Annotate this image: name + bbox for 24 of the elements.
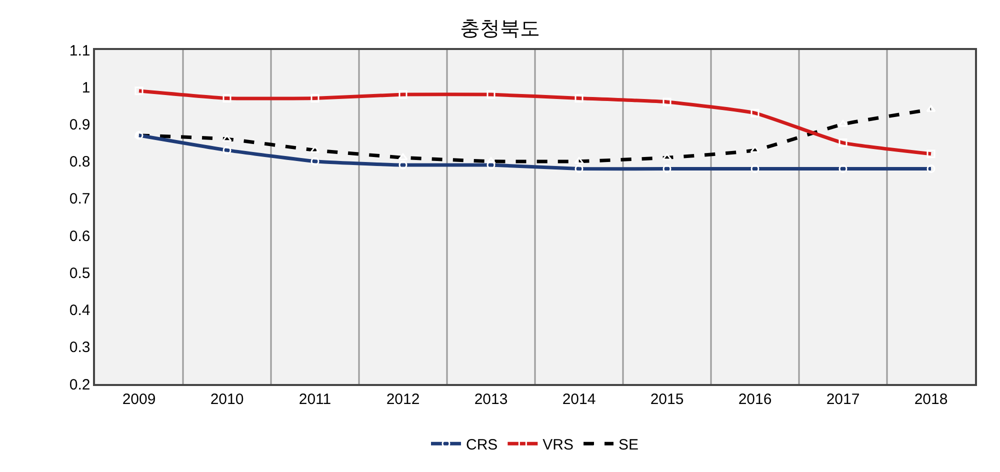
y-tick-label: 0.3 xyxy=(69,339,90,356)
x-tick-label: 2015 xyxy=(650,390,684,408)
y-tick-label: 0.2 xyxy=(69,376,90,394)
x-tick-label: 2009 xyxy=(122,390,156,408)
y-tick-label: 0.7 xyxy=(69,190,90,208)
x-tick-label: 2010 xyxy=(210,390,244,408)
legend-label: CRS xyxy=(466,436,498,454)
y-tick-label: 0.8 xyxy=(69,154,90,171)
y-tick-label: 0.4 xyxy=(69,302,90,320)
x-tick-label: 2014 xyxy=(562,390,596,408)
y-tick-label: 1.1 xyxy=(69,42,90,60)
x-tick-label: 2017 xyxy=(826,390,860,408)
chart-title: 충청북도 xyxy=(460,16,540,40)
x-tick-label: 2016 xyxy=(738,390,772,408)
legend-label: VRS xyxy=(542,436,574,454)
y-tick-label: 1 xyxy=(82,79,90,96)
x-tick-label: 2011 xyxy=(298,390,332,408)
legend-label: SE xyxy=(618,436,639,454)
x-tick-label: 2013 xyxy=(474,390,508,408)
y-tick-label: 0.5 xyxy=(69,264,90,282)
x-tick-label: 2018 xyxy=(914,390,948,408)
x-tick-label: 2012 xyxy=(386,390,420,408)
y-tick-label: 0.9 xyxy=(69,116,90,134)
y-tick-label: 0.6 xyxy=(69,228,90,245)
